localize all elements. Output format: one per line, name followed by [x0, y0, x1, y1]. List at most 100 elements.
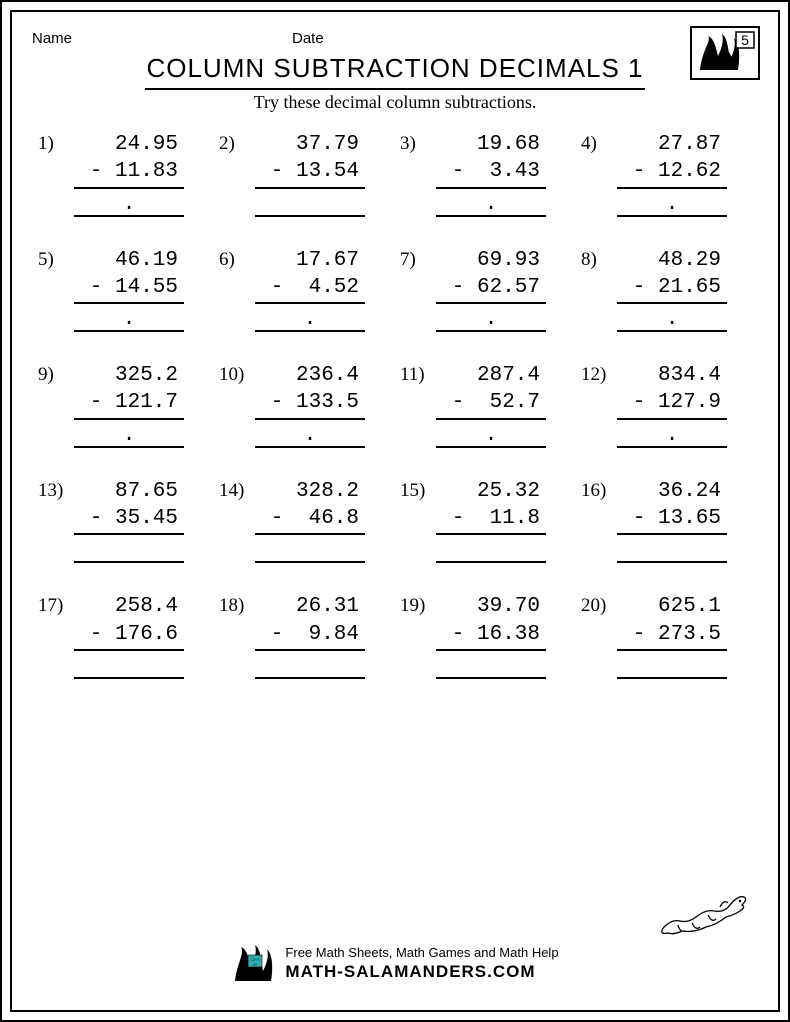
problem-number: 20)	[581, 593, 617, 617]
problem-body: 27.87- 12.62.	[617, 131, 727, 217]
answer-line: .	[255, 420, 365, 448]
minuend: 287.4	[436, 362, 546, 389]
problem-body: 287.4- 52.7.	[436, 362, 546, 448]
problem-number: 12)	[581, 362, 617, 386]
problem: 7)69.93- 62.57.	[400, 247, 571, 333]
answer-line: .	[255, 304, 365, 332]
problem-number: 3)	[400, 131, 436, 155]
problem: 12)834.4- 127.9.	[581, 362, 752, 448]
problem-body: 69.93- 62.57.	[436, 247, 546, 333]
minuend: 69.93	[436, 247, 546, 274]
subtrahend: - 176.6	[74, 621, 184, 651]
svg-text:45: 45	[253, 962, 257, 967]
problem-number: 10)	[219, 362, 255, 386]
page-subtitle: Try these decimal column subtractions.	[32, 92, 758, 113]
salamander-logo-icon: 5	[694, 30, 756, 76]
problem: 16)36.24- 13.65	[581, 478, 752, 564]
problems-grid: 1)24.95- 11.83.2)37.79- 13.543)19.68- 3.…	[32, 131, 758, 679]
problem-number: 7)	[400, 247, 436, 271]
answer-line	[436, 535, 546, 563]
problem-number: 5)	[38, 247, 74, 271]
problem-number: 19)	[400, 593, 436, 617]
answer-line: .	[74, 189, 184, 217]
minuend: 39.70	[436, 593, 546, 620]
subtrahend: - 52.7	[436, 389, 546, 419]
answer-line: .	[617, 420, 727, 448]
problem: 8)48.29- 21.65.	[581, 247, 752, 333]
minuend: 46.19	[74, 247, 184, 274]
problem-number: 1)	[38, 131, 74, 155]
subtrahend: - 62.57	[436, 274, 546, 304]
minuend: 37.79	[255, 131, 365, 158]
problem-body: 46.19- 14.55.	[74, 247, 184, 333]
subtrahend: - 3.43	[436, 158, 546, 188]
problem-body: 325.2- 121.7.	[74, 362, 184, 448]
salamander-icon	[658, 885, 748, 940]
subtrahend: - 11.8	[436, 505, 546, 535]
subtrahend: - 121.7	[74, 389, 184, 419]
problem: 9)325.2- 121.7.	[38, 362, 209, 448]
problem: 10)236.4- 133.5.	[219, 362, 390, 448]
minuend: 36.24	[617, 478, 727, 505]
footer-tagline: Free Math Sheets, Math Games and Math He…	[285, 945, 558, 960]
subtrahend: - 9.84	[255, 621, 365, 651]
problem-body: 39.70- 16.38	[436, 593, 546, 679]
grade-badge: 5	[690, 26, 760, 80]
answer-line: .	[436, 304, 546, 332]
minuend: 17.67	[255, 247, 365, 274]
minuend: 325.2	[74, 362, 184, 389]
answer-line	[74, 651, 184, 679]
minuend: 19.68	[436, 131, 546, 158]
subtrahend: - 16.38	[436, 621, 546, 651]
problem-number: 6)	[219, 247, 255, 271]
problem-body: 834.4- 127.9.	[617, 362, 727, 448]
page-outer-border: Name Date 5 COLUMN SUBTRACTION DECIMALS …	[0, 0, 790, 1022]
problem-body: 26.31- 9.84	[255, 593, 365, 679]
answer-line	[255, 535, 365, 563]
problem: 18)26.31- 9.84	[219, 593, 390, 679]
problem: 5)46.19- 14.55.	[38, 247, 209, 333]
answer-line	[617, 651, 727, 679]
subtrahend: - 4.52	[255, 274, 365, 304]
minuend: 25.32	[436, 478, 546, 505]
minuend: 258.4	[74, 593, 184, 620]
subtrahend: - 35.45	[74, 505, 184, 535]
problem-body: 625.1- 273.5	[617, 593, 727, 679]
subtrahend: - 12.62	[617, 158, 727, 188]
minuend: 328.2	[255, 478, 365, 505]
subtrahend: - 14.55	[74, 274, 184, 304]
problem: 13)87.65- 35.45	[38, 478, 209, 564]
problem-body: 328.2- 46.8	[255, 478, 365, 564]
minuend: 26.31	[255, 593, 365, 620]
problem-number: 15)	[400, 478, 436, 502]
name-label: Name	[32, 30, 292, 47]
problem-number: 4)	[581, 131, 617, 155]
answer-line: .	[617, 189, 727, 217]
problem-body: 87.65- 35.45	[74, 478, 184, 564]
header-fields: Name Date	[32, 30, 758, 47]
problem-body: 19.68- 3.43.	[436, 131, 546, 217]
answer-line	[255, 651, 365, 679]
problem-number: 17)	[38, 593, 74, 617]
page-footer: 12+3 45 Free Math Sheets, Math Games and…	[12, 941, 778, 990]
minuend: 24.95	[74, 131, 184, 158]
minuend: 236.4	[255, 362, 365, 389]
problem: 17)258.4- 176.6	[38, 593, 209, 679]
problem: 2)37.79- 13.54	[219, 131, 390, 217]
answer-line: .	[436, 189, 546, 217]
page-title: COLUMN SUBTRACTION DECIMALS 1	[145, 53, 645, 90]
grade-number: 5	[741, 32, 749, 48]
answer-line	[617, 535, 727, 563]
answer-line	[74, 535, 184, 563]
problem: 15)25.32- 11.8	[400, 478, 571, 564]
subtrahend: - 273.5	[617, 621, 727, 651]
date-label: Date	[292, 30, 324, 47]
minuend: 48.29	[617, 247, 727, 274]
problem-body: 25.32- 11.8	[436, 478, 546, 564]
problem: 1)24.95- 11.83.	[38, 131, 209, 217]
answer-line	[255, 189, 365, 217]
problem: 3)19.68- 3.43.	[400, 131, 571, 217]
answer-line: .	[74, 420, 184, 448]
problem: 19)39.70- 16.38	[400, 593, 571, 679]
subtrahend: - 127.9	[617, 389, 727, 419]
